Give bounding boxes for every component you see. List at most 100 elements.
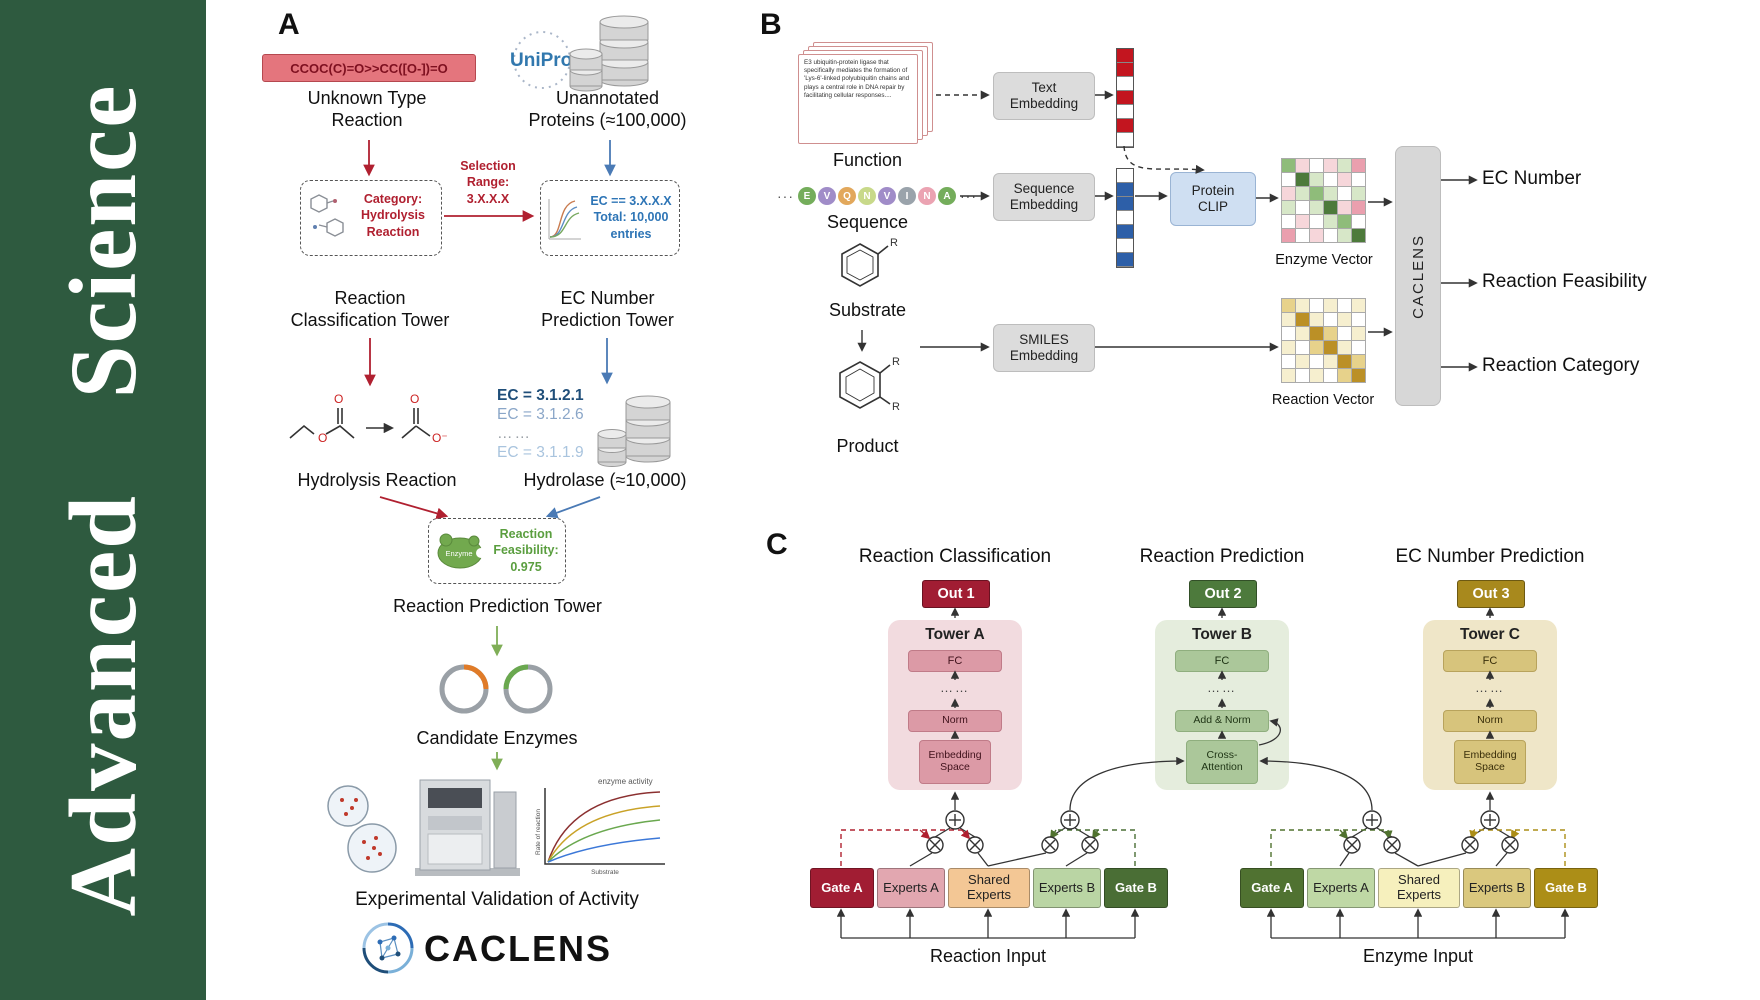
vector-cell bbox=[1117, 253, 1133, 267]
vector-cell bbox=[1117, 225, 1133, 239]
merge-nodes bbox=[926, 810, 1519, 854]
tower-dots: …… bbox=[1207, 680, 1237, 695]
ec-number-prediction-title: EC Number Prediction bbox=[1395, 546, 1585, 567]
gate-routing-dashed bbox=[840, 829, 1566, 866]
norm-block: Norm bbox=[1443, 710, 1537, 732]
vector-cell bbox=[1324, 341, 1337, 354]
ec-result-item: EC = 3.1.1.9 bbox=[497, 444, 584, 461]
vector-cell bbox=[1310, 187, 1323, 200]
reaction-prediction-tower-label: Reaction Prediction Tower bbox=[393, 596, 602, 616]
vector-cell bbox=[1117, 183, 1133, 197]
vector-cell bbox=[1296, 173, 1309, 186]
oplus-node bbox=[945, 810, 965, 830]
product-label: Product bbox=[836, 436, 899, 456]
vector-cell bbox=[1282, 313, 1295, 326]
vector-cell bbox=[1338, 229, 1351, 242]
caclens-module-bar: CACLENS bbox=[1395, 146, 1441, 406]
otimes-node bbox=[1461, 836, 1479, 854]
output-reaction-category: Reaction Category bbox=[1482, 355, 1640, 376]
shared-experts-reaction: Shared Experts bbox=[948, 868, 1030, 908]
vector-cell bbox=[1338, 369, 1351, 382]
vector-cell bbox=[1310, 341, 1323, 354]
otimes-node bbox=[1041, 836, 1059, 854]
hydrolase-database-icon bbox=[597, 395, 671, 467]
oplus-node bbox=[1480, 810, 1500, 830]
residue-circle: E bbox=[798, 187, 816, 205]
reaction-vector-label: Reaction Vector bbox=[1271, 392, 1375, 408]
r-group-label: R bbox=[892, 401, 900, 413]
vector-cell bbox=[1324, 187, 1337, 200]
vector-cell bbox=[1296, 201, 1309, 214]
vector-cell bbox=[1117, 77, 1133, 91]
residue-circle: N bbox=[858, 187, 876, 205]
caclens-bar-text: CACLENS bbox=[1409, 233, 1427, 319]
protein-clip-box: Protein CLIP bbox=[1170, 172, 1256, 226]
otimes-node bbox=[1081, 836, 1099, 854]
residue-circle: I bbox=[898, 187, 916, 205]
oplus-node bbox=[1362, 810, 1382, 830]
vector-cell bbox=[1282, 355, 1295, 368]
sequence-embedding-vector bbox=[1116, 168, 1134, 268]
vector-cell bbox=[1117, 91, 1133, 105]
vector-cell bbox=[1338, 313, 1351, 326]
enzyme-vector-label: Enzyme Vector bbox=[1275, 252, 1373, 268]
vector-cell bbox=[1338, 159, 1351, 172]
vector-cell bbox=[1324, 215, 1337, 228]
vector-cell bbox=[1296, 369, 1309, 382]
oxygen-atom: O bbox=[334, 392, 343, 406]
ec-result-item: EC = 3.1.2.6 bbox=[497, 406, 584, 423]
tower-dots: …… bbox=[940, 680, 970, 695]
vector-cell bbox=[1310, 201, 1323, 214]
vector-cell bbox=[1352, 187, 1365, 200]
oplus-node bbox=[1060, 810, 1080, 830]
enzyme-icon: Enzyme bbox=[437, 533, 486, 569]
vector-cell bbox=[1338, 355, 1351, 368]
sequence-ellipsis: ··· bbox=[777, 188, 794, 204]
uniprot-wordmark: UniProt bbox=[510, 50, 579, 71]
panel-b-label: B bbox=[760, 8, 782, 41]
experts-a-enzyme: Experts A bbox=[1307, 868, 1375, 908]
vector-cell bbox=[1282, 201, 1295, 214]
reaction-classification-title: Reaction Classification bbox=[858, 546, 1052, 567]
function-cards: E3 ubiquitin-protein ligase that specifi… bbox=[798, 42, 938, 146]
norm-block: Norm bbox=[908, 710, 1002, 732]
sequence-ellipsis: ··· bbox=[960, 188, 977, 204]
vector-cell bbox=[1117, 169, 1133, 183]
gate-a-enzyme: Gate A bbox=[1240, 868, 1304, 908]
feasibility-box: Enzyme Reaction Feasibility: 0.975 bbox=[428, 518, 566, 584]
vector-cell bbox=[1117, 197, 1133, 211]
r-group-label: R bbox=[890, 237, 898, 249]
vector-cell bbox=[1296, 313, 1309, 326]
out3-box: Out 3 bbox=[1457, 580, 1525, 608]
vector-cell bbox=[1324, 327, 1337, 340]
vector-cell bbox=[1352, 201, 1365, 214]
product-structure: R R bbox=[839, 356, 900, 413]
otimes-node bbox=[1501, 836, 1519, 854]
gate-b-reaction: Gate B bbox=[1104, 868, 1168, 908]
vector-cell bbox=[1324, 313, 1337, 326]
reaction-input-label: Reaction Input bbox=[929, 946, 1047, 966]
tower-a-title: Tower A bbox=[925, 626, 985, 643]
vector-cell bbox=[1282, 173, 1295, 186]
reaction-category-box: Category: Hydrolysis Reaction bbox=[300, 180, 442, 256]
tower-c-title: Tower C bbox=[1460, 626, 1520, 643]
vector-cell bbox=[1117, 211, 1133, 225]
function-label: Function bbox=[832, 150, 903, 170]
ec-result-ellipsis: …… bbox=[497, 425, 532, 442]
candidate-enzymes-label: Candidate Enzymes bbox=[416, 728, 578, 748]
ec-filter-text: EC == 3.X.X.X Total: 10,000 entries bbox=[590, 194, 672, 241]
tower-b: Tower B FC …… Add & Norm Cross-Attention bbox=[1155, 620, 1289, 790]
fc-block: FC bbox=[1175, 650, 1269, 672]
vector-cell bbox=[1310, 299, 1323, 312]
function-card-text: E3 ubiquitin-protein ligase that specifi… bbox=[804, 59, 910, 99]
vector-cell bbox=[1282, 159, 1295, 172]
output-reaction-feasibility: Reaction Feasibility bbox=[1482, 271, 1647, 292]
vector-cell bbox=[1310, 215, 1323, 228]
unknown-reaction-label: Unknown Type Reaction bbox=[307, 88, 427, 130]
oxygen-anion-atom: O⁻ bbox=[432, 431, 448, 445]
vector-cell bbox=[1117, 133, 1133, 147]
reaction-prediction-title: Reaction Prediction bbox=[1139, 546, 1305, 567]
vector-cell bbox=[1352, 355, 1365, 368]
experts-a-reaction: Experts A bbox=[877, 868, 945, 908]
vector-cell bbox=[1338, 341, 1351, 354]
